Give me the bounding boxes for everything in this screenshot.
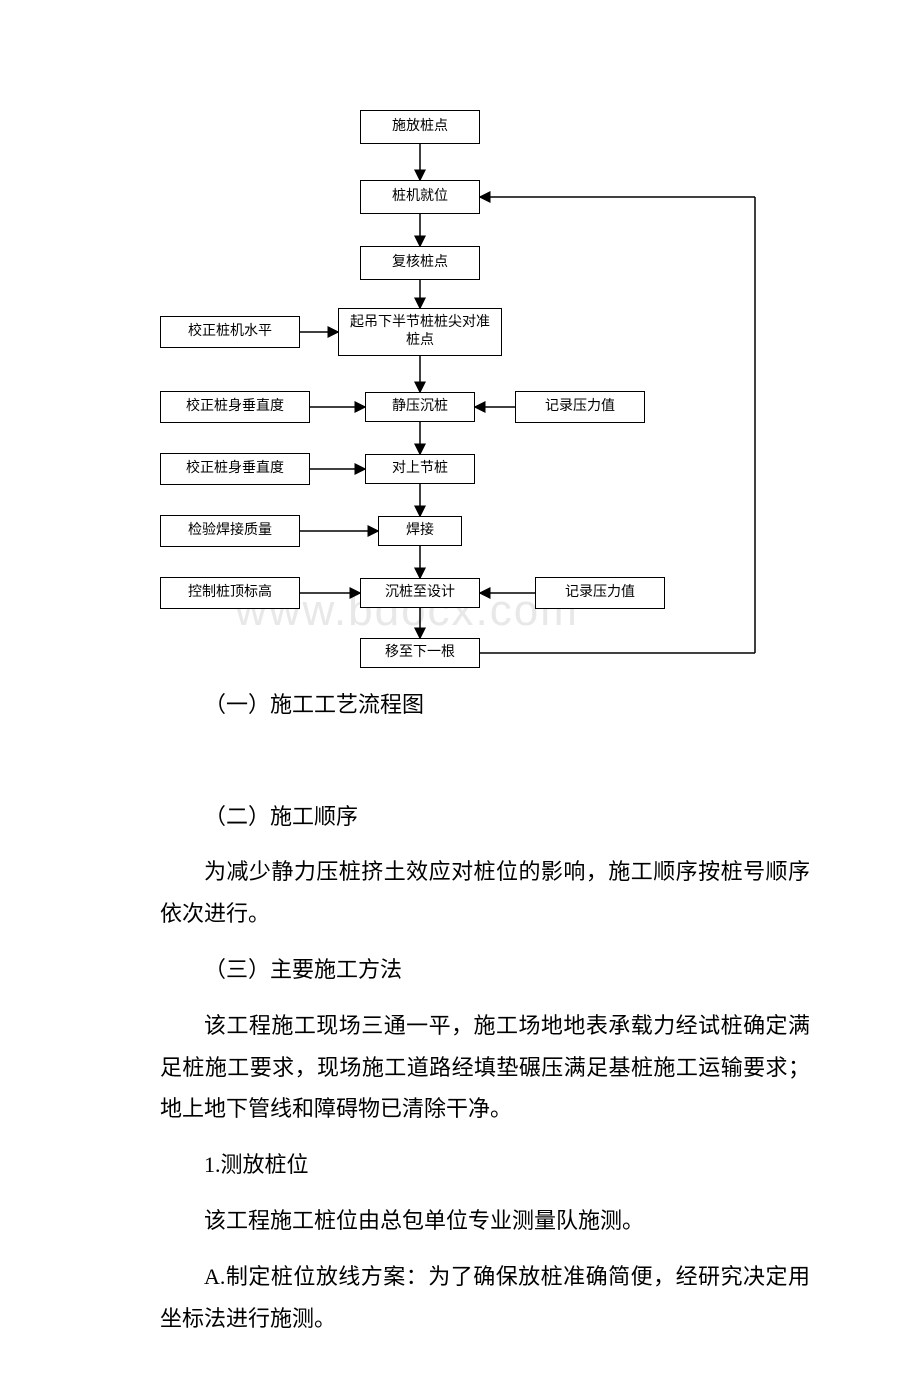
paragraph-3: 该工程施工现场三通一平，施工场地地表承载力经试桩确定满足桩施工要求，现场施工道路… [160, 1005, 810, 1130]
caption-flowchart: （一）施工工艺流程图 [160, 684, 810, 726]
flow-node-l3: 校正桩身垂直度 [160, 453, 310, 485]
flow-node-r2: 记录压力值 [535, 577, 665, 609]
flow-node-n4: 起吊下半节桩桩尖对准桩点 [338, 308, 502, 356]
document-body: （一）施工工艺流程图 （二）施工顺序 为减少静力压桩挤土效应对桩位的影响，施工顺… [0, 684, 920, 1379]
flow-node-l2: 校正桩身垂直度 [160, 391, 310, 423]
paragraph-5: 该工程施工桩位由总包单位专业测量队施测。 [160, 1200, 810, 1242]
paragraph-4: 1.测放桩位 [160, 1144, 810, 1186]
flow-node-n1: 施放桩点 [360, 110, 480, 144]
paragraph-2: 为减少静力压桩挤土效应对桩位的影响，施工顺序按桩号顺序依次进行。 [160, 851, 810, 935]
heading-2: （二）施工顺序 [160, 796, 810, 838]
paragraph-6: A.制定桩位放线方案：为了确保放桩准确简便，经研究决定用坐标法进行施测。 [160, 1256, 810, 1340]
flow-node-n3: 复核桩点 [360, 246, 480, 280]
flow-node-n2: 桩机就位 [360, 180, 480, 214]
flow-node-n5: 静压沉桩 [365, 392, 475, 422]
construction-flowchart: www.bdocx.com 施放桩点桩机就位复核桩点起吊下半节桩桩尖对准桩点静压… [0, 0, 920, 670]
flow-node-n8: 沉桩至设计 [360, 578, 480, 608]
flow-node-l4: 检验焊接质量 [160, 515, 300, 547]
flow-node-n6: 对上节桩 [365, 454, 475, 484]
flow-node-l1: 校正桩机水平 [160, 316, 300, 348]
flow-node-r1: 记录压力值 [515, 391, 645, 423]
flow-node-l5: 控制桩顶标高 [160, 577, 300, 609]
flow-node-n9: 移至下一根 [360, 638, 480, 668]
flow-node-n7: 焊接 [378, 516, 462, 546]
heading-3: （三）主要施工方法 [160, 949, 810, 991]
